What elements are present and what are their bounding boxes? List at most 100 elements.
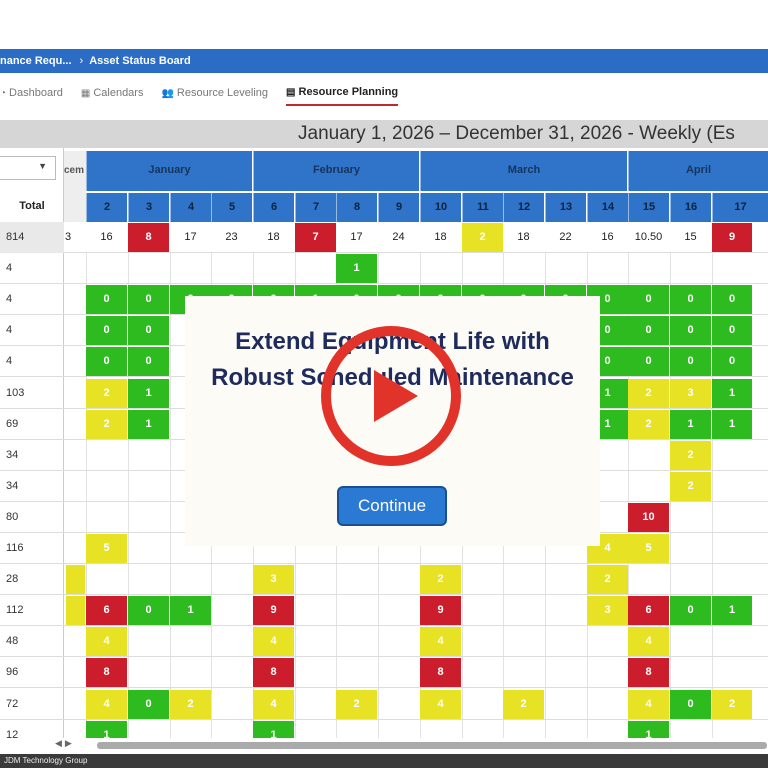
schedule-cell[interactable]: 8 — [420, 658, 461, 688]
tab-dashboard[interactable]: ◔ Dashboard — [0, 80, 63, 106]
schedule-cell[interactable]: 0 — [670, 316, 711, 346]
schedule-cell[interactable]: 2 — [670, 440, 711, 470]
schedule-cell — [295, 690, 336, 719]
schedule-cell[interactable]: 4 — [420, 689, 461, 719]
schedule-cell[interactable]: 0 — [128, 596, 169, 626]
schedule-cell[interactable]: 1 — [712, 596, 752, 626]
schedule-cell[interactable]: 4 — [86, 627, 127, 657]
schedule-cell[interactable]: 0 — [128, 316, 169, 346]
schedule-cell[interactable]: 2 — [86, 378, 127, 408]
schedule-cell[interactable]: 0 — [712, 285, 752, 315]
schedule-cell[interactable]: 0 — [86, 316, 127, 346]
schedule-cell[interactable]: 0 — [128, 347, 169, 377]
schedule-cell[interactable]: 0 — [128, 689, 169, 719]
schedule-cell[interactable]: 3 — [253, 565, 294, 595]
schedule-cell[interactable]: 2 — [336, 689, 377, 719]
scrollbar-thumb[interactable] — [97, 742, 767, 749]
schedule-cell[interactable]: 9 — [420, 596, 461, 626]
schedule-cell[interactable]: 0 — [86, 347, 127, 377]
schedule-cell[interactable]: 0 — [670, 689, 711, 719]
schedule-cell[interactable]: 2 — [712, 689, 752, 719]
schedule-cell[interactable]: 0 — [628, 316, 669, 346]
schedule-cell — [545, 565, 586, 594]
schedule-cell[interactable]: 9 — [712, 223, 752, 252]
schedule-cell[interactable]: 18 — [434, 231, 447, 243]
breadcrumb-parent[interactable]: nance Requ... — [0, 55, 72, 67]
schedule-cell[interactable]: 23 — [225, 231, 238, 243]
tab-calendars[interactable]: ▦ Calendars — [81, 80, 144, 106]
schedule-cell[interactable]: 5 — [628, 534, 669, 563]
filter-dropdown[interactable]: ▼ — [0, 156, 56, 180]
scroll-arrows-icon[interactable]: ◀▶ — [55, 738, 75, 748]
schedule-cell — [295, 627, 336, 656]
schedule-cell[interactable]: 0 — [712, 316, 752, 346]
schedule-cell[interactable]: 8 — [253, 658, 294, 688]
schedule-cell[interactable]: 1 — [128, 409, 169, 439]
schedule-cell[interactable]: 6 — [86, 596, 127, 626]
row-lead-cell[interactable] — [66, 596, 85, 626]
schedule-cell[interactable]: 22 — [559, 231, 572, 243]
grid-vline — [712, 222, 713, 738]
schedule-cell[interactable]: 8 — [86, 658, 127, 688]
schedule-cell[interactable]: 4 — [628, 689, 669, 719]
continue-button[interactable]: Continue — [337, 486, 447, 526]
schedule-cell[interactable]: 4 — [253, 627, 294, 657]
schedule-cell[interactable]: 1 — [170, 596, 211, 626]
schedule-cell[interactable]: 7 — [295, 223, 336, 252]
play-button-icon[interactable] — [321, 326, 461, 466]
schedule-cell[interactable]: 18 — [517, 231, 530, 243]
schedule-cell[interactable]: 4 — [420, 627, 461, 657]
schedule-cell[interactable]: 10.50 — [634, 231, 663, 243]
schedule-cell[interactable]: 2 — [503, 689, 544, 719]
schedule-cell[interactable]: 0 — [712, 347, 752, 377]
schedule-cell[interactable]: 15 — [684, 231, 697, 243]
schedule-cell[interactable]: 2 — [420, 565, 461, 595]
schedule-cell — [86, 503, 127, 532]
schedule-cell[interactable]: 1 — [712, 409, 752, 439]
schedule-cell[interactable]: 24 — [392, 231, 405, 243]
schedule-cell[interactable]: 10 — [628, 502, 669, 532]
schedule-cell[interactable]: 1 — [128, 378, 169, 408]
promo-video-overlay[interactable]: Extend Equipment Life with Robust Schedu… — [185, 296, 600, 546]
schedule-cell[interactable]: 16 — [100, 231, 113, 243]
schedule-cell[interactable]: 0 — [628, 347, 669, 377]
schedule-cell[interactable]: 2 — [670, 471, 711, 501]
schedule-cell[interactable]: 0 — [628, 285, 669, 315]
schedule-cell[interactable]: 17 — [184, 231, 197, 243]
schedule-cell[interactable]: 1 — [712, 378, 752, 408]
row-total: 96 — [6, 666, 19, 679]
schedule-cell[interactable]: 6 — [628, 596, 669, 626]
schedule-cell[interactable]: 16 — [601, 231, 614, 243]
schedule-cell[interactable]: 2 — [86, 409, 127, 439]
schedule-cell[interactable]: 4 — [86, 689, 127, 719]
schedule-cell — [628, 565, 669, 594]
schedule-cell[interactable]: 3 — [587, 596, 628, 626]
schedule-cell[interactable]: 17 — [350, 231, 363, 243]
schedule-cell[interactable]: 2 — [628, 409, 669, 439]
schedule-cell[interactable]: 1 — [670, 409, 711, 439]
schedule-cell[interactable]: 0 — [128, 285, 169, 315]
schedule-cell[interactable]: 0 — [86, 285, 127, 315]
schedule-cell[interactable]: 2 — [587, 565, 628, 595]
schedule-cell[interactable]: 18 — [267, 231, 280, 243]
row-lead-cell[interactable] — [66, 565, 85, 595]
horizontal-scrollbar[interactable]: ◀▶ — [0, 738, 768, 752]
schedule-cell — [86, 441, 127, 470]
schedule-cell[interactable]: 2 — [628, 378, 669, 408]
schedule-cell[interactable]: 8 — [628, 658, 669, 688]
schedule-cell[interactable]: 0 — [670, 347, 711, 377]
schedule-cell[interactable]: 0 — [670, 285, 711, 315]
schedule-cell[interactable]: 0 — [670, 596, 711, 626]
schedule-cell[interactable]: 4 — [628, 627, 669, 657]
schedule-cell[interactable]: 1 — [336, 254, 377, 284]
schedule-cell[interactable]: 4 — [253, 689, 294, 719]
tab-resource-leveling[interactable]: 👥 Resource Leveling — [161, 80, 268, 106]
tab-resource-planning[interactable]: ▤ Resource Planning — [286, 80, 399, 106]
schedule-cell[interactable]: 8 — [128, 223, 169, 252]
schedule-cell[interactable]: 2 — [170, 689, 211, 719]
schedule-cell[interactable]: 5 — [86, 534, 127, 563]
schedule-cell[interactable]: 9 — [253, 596, 294, 626]
schedule-cell[interactable]: 3 — [670, 378, 711, 408]
week-number: 14 — [587, 193, 628, 222]
schedule-cell[interactable]: 2 — [462, 223, 503, 252]
